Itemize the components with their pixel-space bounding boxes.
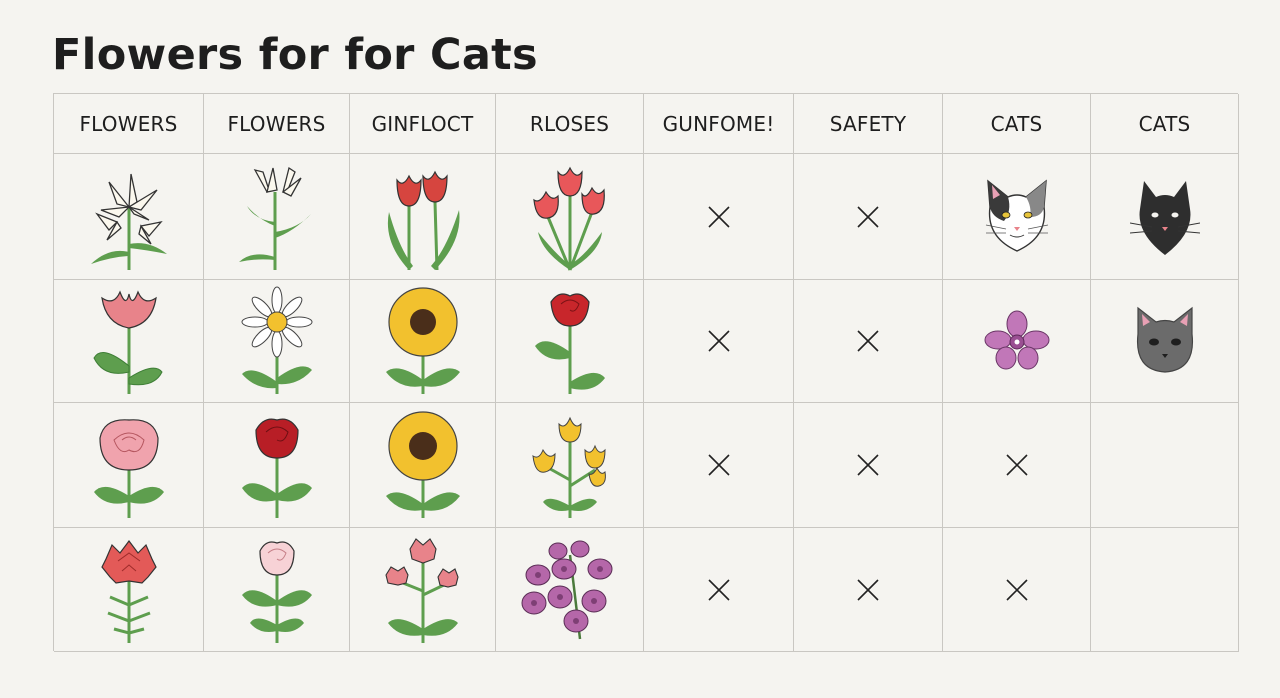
x-mark-icon: [1005, 578, 1028, 601]
table-cell: [943, 154, 1091, 280]
table-cell: [943, 528, 1091, 652]
column-header: FLOWERS: [204, 94, 350, 154]
pink-rose-icon: [93, 419, 164, 518]
gray-cat-face-icon: [1136, 306, 1193, 373]
pink-carnation-icon: [384, 537, 459, 643]
x-mark-icon: [1005, 454, 1028, 476]
purple-orchid-icon: [521, 540, 612, 639]
table-cell: [204, 280, 350, 403]
table-cell: [943, 403, 1091, 528]
yellow-flower-icon: [531, 416, 606, 518]
white-lily-icon: [90, 173, 167, 270]
table-cell: [204, 154, 350, 280]
x-mark-icon: [857, 578, 879, 601]
column-header: CATS: [943, 94, 1091, 154]
table-cell: [350, 528, 496, 652]
table-cell: [794, 154, 943, 280]
table-cell: [204, 403, 350, 528]
x-mark-icon: [857, 205, 879, 228]
table-cell: [1091, 280, 1239, 403]
table-cell-empty: [1091, 528, 1239, 652]
table-cell: [794, 528, 943, 652]
red-tulip-icon: [387, 170, 459, 270]
table-cell: [794, 280, 943, 403]
table-cell: [54, 528, 204, 652]
red-rose-icon: [534, 293, 605, 394]
table-cell: [644, 154, 794, 280]
column-header: GINFLOCT: [350, 94, 496, 154]
table-cell: [54, 154, 204, 280]
table-cell: [644, 280, 794, 403]
table-cell: [350, 403, 496, 528]
table-cell-empty: [1091, 403, 1239, 528]
table-cell: [496, 280, 644, 403]
calico-cat-face-icon: [985, 178, 1048, 252]
table-cell: [644, 403, 794, 528]
orchid-icon: [984, 310, 1049, 370]
column-header: CATS: [1091, 94, 1239, 154]
page-title: Flowers for for Cats: [52, 30, 538, 80]
table-cell: [943, 280, 1091, 403]
red-rose-icon: [241, 418, 312, 518]
red-tulip-icon: [532, 166, 605, 271]
flowers-table: FLOWERS FLOWERS GINFLOCT RLOSES GUNFOME!…: [53, 93, 1239, 652]
table-cell: [54, 280, 204, 403]
table-cell: [644, 528, 794, 652]
x-mark-icon: [857, 454, 879, 476]
sunflower-icon: [385, 411, 460, 518]
x-mark-icon: [707, 454, 730, 476]
table-cell: [204, 528, 350, 652]
pink-rose-icon: [241, 540, 312, 643]
table-cell: [54, 403, 204, 528]
pink-tulip-icon: [92, 290, 163, 394]
table-cell: [350, 280, 496, 403]
table-cell: [496, 154, 644, 280]
column-header: GUNFOME!: [644, 94, 794, 154]
sunflower-icon: [385, 287, 460, 394]
column-header: FLOWERS: [54, 94, 204, 154]
x-mark-icon: [707, 205, 730, 228]
table-cell: [1091, 154, 1239, 280]
column-header: SAFETY: [794, 94, 943, 154]
table-cell: [496, 403, 644, 528]
x-mark-icon: [707, 330, 730, 352]
daisy-icon: [241, 286, 312, 394]
column-header: RLOSES: [496, 94, 644, 154]
x-mark-icon: [707, 578, 730, 601]
red-carnation-icon: [100, 539, 157, 643]
table-cell: [350, 154, 496, 280]
black-cat-face-icon: [1129, 180, 1200, 255]
table-cell: [794, 403, 943, 528]
table-cell: [496, 528, 644, 652]
white-lily-icon: [238, 166, 311, 270]
x-mark-icon: [857, 330, 879, 352]
